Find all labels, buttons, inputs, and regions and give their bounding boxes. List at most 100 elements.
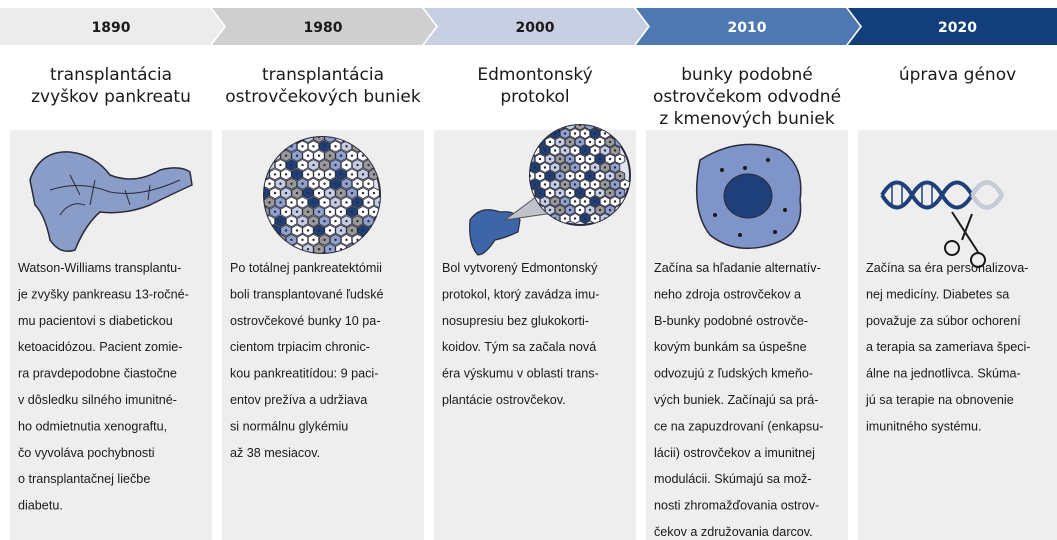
- cell-nucleus: [290, 219, 293, 223]
- cell-nucleus: [613, 200, 617, 203]
- cell-nucleus: [350, 154, 354, 157]
- cell-nucleus: [578, 157, 582, 161]
- cell-nucleus: [578, 208, 582, 212]
- description-line: Watson-Williams transplantu-: [18, 261, 181, 275]
- timeline-arrow: [848, 8, 1057, 45]
- cell-nucleus: [306, 154, 310, 157]
- cell-nucleus: [295, 173, 299, 176]
- cell-nucleus: [593, 217, 597, 220]
- cell-nucleus: [588, 140, 592, 144]
- cell-nucleus: [603, 132, 607, 135]
- description-line: lácii) ostrovčekov a imunitnej: [654, 446, 815, 460]
- cell-nucleus: [306, 210, 310, 213]
- islet-cell: [544, 125, 556, 131]
- column-title: transplantácia: [50, 65, 172, 85]
- description-line: o transplantačnej liečbe: [18, 472, 150, 486]
- description-line: ra pravdepodobne čiastočne: [18, 367, 177, 381]
- cell-nucleus: [361, 154, 365, 157]
- cell-nucleus: [317, 210, 321, 213]
- cell-nucleus: [334, 182, 337, 185]
- cell-nucleus: [568, 157, 572, 161]
- cell-nucleus: [295, 154, 299, 157]
- cell-nucleus: [598, 125, 602, 127]
- scissors: [944, 211, 986, 268]
- cell-nucleus: [598, 174, 602, 178]
- cell-nucleus: [543, 166, 547, 169]
- cell-nucleus: [345, 219, 348, 223]
- cell-nucleus: [583, 149, 587, 152]
- cell-nucleus: [372, 210, 376, 213]
- cell-nucleus: [295, 191, 299, 195]
- cell-nucleus: [533, 183, 537, 186]
- cell-nucleus: [367, 163, 370, 167]
- cell-nucleus: [588, 208, 592, 212]
- description-line: plantácie ostrovčekov.: [442, 393, 566, 407]
- cell-nucleus: [328, 191, 332, 195]
- cell-nucleus: [372, 173, 376, 176]
- cell-nucleus: [553, 166, 557, 169]
- column-title: bunky podobné: [681, 65, 812, 85]
- cell-nucleus: [538, 174, 542, 178]
- cell-nucleus: [284, 210, 288, 213]
- cell-nucleus: [339, 210, 343, 213]
- cell-nucleus: [608, 208, 612, 212]
- cell-nucleus: [563, 166, 567, 169]
- year: 2010: [728, 20, 767, 36]
- cell-nucleus: [593, 149, 597, 152]
- cell-nucleus: [553, 200, 557, 203]
- cell-nucleus: [588, 174, 592, 178]
- cell-nucleus: [618, 174, 622, 178]
- cell-nucleus: [603, 166, 607, 169]
- cell-nucleus: [367, 219, 370, 223]
- cell-nucleus: [312, 145, 315, 148]
- cell-nucleus: [290, 238, 293, 242]
- backgrounds: [0, 8, 1057, 540]
- islet-cell: [564, 125, 576, 131]
- cell-nucleus: [317, 229, 321, 232]
- cell-nucleus: [563, 149, 567, 152]
- cell-nucleus: [306, 248, 310, 251]
- cell-nucleus: [306, 191, 310, 195]
- cell-nucleus: [573, 132, 577, 135]
- description-line: až 38 mesiacov.: [230, 446, 320, 460]
- organelles: [713, 158, 787, 237]
- column-box: [858, 130, 1057, 540]
- cell-nucleus: [367, 182, 370, 185]
- cell-nucleus: [328, 229, 332, 232]
- cell-nucleus: [350, 173, 354, 176]
- cell-nucleus: [350, 210, 354, 213]
- description-line: odvozujú z ľudských kmeňo-: [654, 367, 813, 381]
- cell-nucleus: [334, 145, 337, 148]
- timeline-arrow: [424, 8, 648, 45]
- cell-nucleus: [356, 182, 359, 185]
- column-title: ostrovčekových buniek: [225, 87, 421, 107]
- cell-nucleus: [284, 229, 288, 232]
- description-line: cientom trpiacim chronic-: [230, 340, 370, 354]
- cell-nucleus: [558, 125, 562, 127]
- cell-nucleus: [328, 248, 332, 251]
- cell-nucleus: [328, 210, 332, 213]
- description-line: Začína sa éra personalizova-: [866, 261, 1028, 275]
- cell-nucleus: [558, 140, 562, 144]
- cell-nucleus: [573, 149, 577, 152]
- timeline-arrow: [212, 8, 436, 45]
- cell-nucleus: [548, 125, 552, 127]
- cell-nucleus: [339, 173, 343, 176]
- description-line: Po totálnej pankreatektómii: [230, 261, 382, 275]
- cell-nucleus: [603, 149, 607, 152]
- year: 2020: [938, 20, 977, 36]
- description-line: ce na zapuzdrovaní (enkapsu-: [654, 419, 823, 433]
- cell-nucleus: [273, 173, 277, 176]
- cell-nucleus: [568, 208, 572, 212]
- cell-nucleus: [312, 163, 315, 167]
- cell-nucleus: [568, 191, 572, 195]
- description-line: vých buniek. Začínajú sa prá-: [654, 393, 819, 407]
- cell-nucleus: [323, 219, 326, 223]
- cell-nucleus: [328, 154, 332, 157]
- cell-nucleus: [323, 201, 326, 204]
- description-line: nosti zhromažďovania ostrov-: [654, 499, 819, 513]
- cell-nucleus: [618, 191, 622, 195]
- column-title: úprava génov: [899, 65, 1016, 85]
- cell-nucleus: [312, 182, 315, 185]
- description-line: považuje za súbor ochorení: [866, 314, 1021, 328]
